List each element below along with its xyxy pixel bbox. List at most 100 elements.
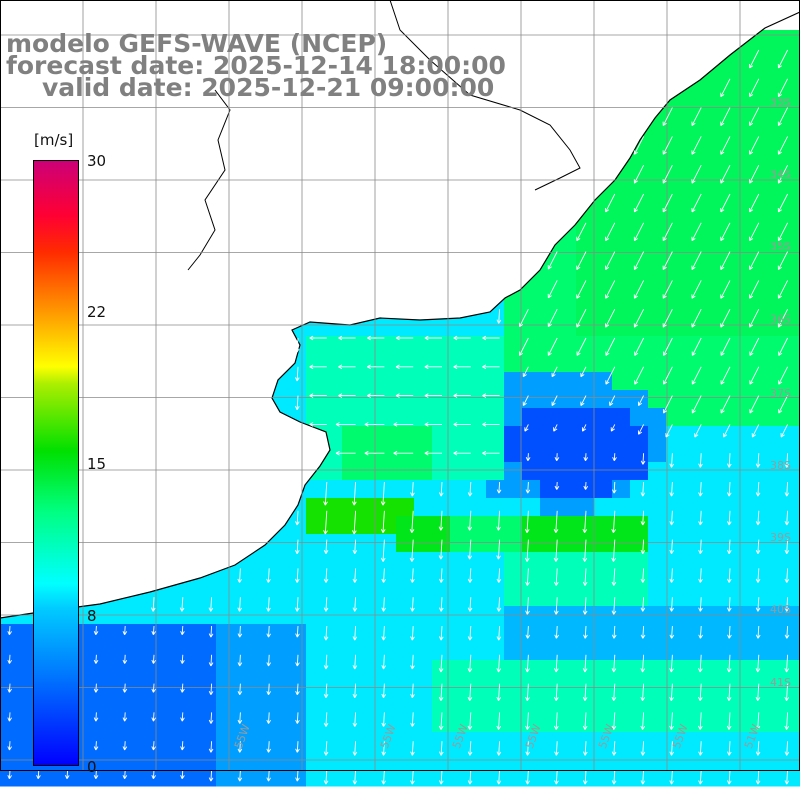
wind-arrow [777, 78, 789, 98]
wind-arrows [7, 49, 790, 785]
wind-arrow [749, 222, 760, 242]
wind-arrow [496, 597, 502, 612]
wind-arrow [633, 308, 645, 328]
wind-arrow [749, 78, 760, 98]
wind-arrow [366, 335, 385, 341]
wind-arrow [726, 453, 732, 468]
wind-arrow [777, 136, 789, 155]
colorbar-tick-30: 30 [87, 152, 107, 170]
wind-arrow [669, 510, 674, 526]
wind-arrow [726, 597, 732, 612]
wind-arrow [122, 625, 128, 636]
wind-arrow [424, 364, 442, 370]
wind-arrow [410, 712, 415, 727]
wind-arrow [364, 422, 385, 427]
country-border [389, 0, 581, 191]
wind-arrow [551, 395, 558, 406]
wind-arrow [323, 597, 329, 612]
wind-arrow [295, 712, 300, 724]
wind-arrow [410, 481, 415, 497]
wind-arrow [609, 395, 616, 406]
wind-arrow [662, 164, 673, 184]
wind-arrow [208, 654, 214, 667]
wind-arrow [482, 335, 500, 341]
wind-arrow [266, 597, 271, 612]
wind-arrow [352, 683, 358, 699]
wind-arrow [266, 625, 271, 638]
wind-arrow [237, 741, 243, 753]
wind-arrow [352, 741, 358, 756]
lat-label: 40S [770, 603, 791, 616]
wind-arrow [576, 337, 587, 356]
wind-arrow [496, 510, 501, 531]
wind-arrow [611, 539, 616, 562]
wind-arrow [640, 625, 646, 639]
wind-arrow [180, 654, 185, 664]
wind-arrow [669, 625, 675, 639]
wind-arrow [784, 625, 790, 639]
wind-arrow [309, 393, 327, 398]
wind-arrow [634, 366, 645, 385]
wind-arrow [726, 741, 732, 756]
wind-arrow [237, 769, 243, 782]
wind-arrow [467, 683, 473, 702]
wind-arrow [352, 654, 358, 670]
wind-arrow [93, 625, 99, 636]
wind-arrow [612, 453, 617, 462]
wind-arrow [582, 597, 588, 615]
wind-arrow [583, 453, 589, 462]
wind-arrow [351, 481, 357, 506]
wind-arrow [640, 510, 646, 526]
colorbar [33, 160, 79, 766]
wind-arrow [410, 597, 415, 612]
wind-arrow [180, 741, 185, 751]
wind-arrow [726, 712, 732, 730]
wind-arrow [496, 654, 502, 673]
wind-arrow [554, 625, 559, 639]
wind-arrow [122, 769, 128, 780]
wind-arrow [424, 393, 442, 398]
wind-arrow [482, 364, 500, 370]
wind-arrow [547, 280, 558, 299]
wind-arrow [633, 136, 645, 155]
wind-arrow [720, 308, 731, 328]
wind-arrow [496, 539, 501, 560]
wind-arrow [691, 136, 702, 155]
wind-arrow [720, 395, 731, 414]
wind-arrow [453, 335, 471, 341]
wind-arrow [640, 769, 646, 785]
wind-arrow [410, 741, 415, 756]
wind-arrow [749, 193, 760, 213]
wind-arrow [335, 422, 356, 427]
wind-arrow [669, 568, 674, 583]
wind-arrow [352, 597, 358, 612]
wind-arrow [151, 712, 156, 722]
wind-arrow [338, 335, 356, 341]
wind-arrow [547, 337, 558, 356]
wind-arrow [749, 164, 760, 184]
wind-arrow [551, 366, 558, 378]
wind-arrow [553, 510, 559, 534]
wind-arrow [611, 510, 616, 534]
wind-arrow [749, 49, 760, 69]
wind-arrow [525, 597, 530, 615]
colorbar-unit: [m/s] [34, 131, 74, 149]
wind-arrow [237, 712, 243, 724]
wind-arrow [605, 280, 616, 299]
wind-arrow [36, 769, 41, 780]
wind-arrow [496, 309, 502, 324]
wind-arrow [151, 625, 156, 636]
wind-arrow [640, 539, 646, 555]
wind-arrow [323, 625, 329, 641]
wind-arrow [7, 712, 12, 722]
wind-arrow [669, 654, 674, 673]
wind-arrow [93, 741, 99, 751]
wind-arrow [662, 222, 673, 242]
wind-arrow [93, 654, 99, 664]
wind-arrow [694, 424, 702, 438]
wind-arrow [749, 107, 760, 126]
wind-arrow [691, 308, 702, 328]
wind-arrow [669, 597, 674, 612]
wind-arrow [605, 222, 616, 242]
wind-arrow [777, 49, 789, 69]
